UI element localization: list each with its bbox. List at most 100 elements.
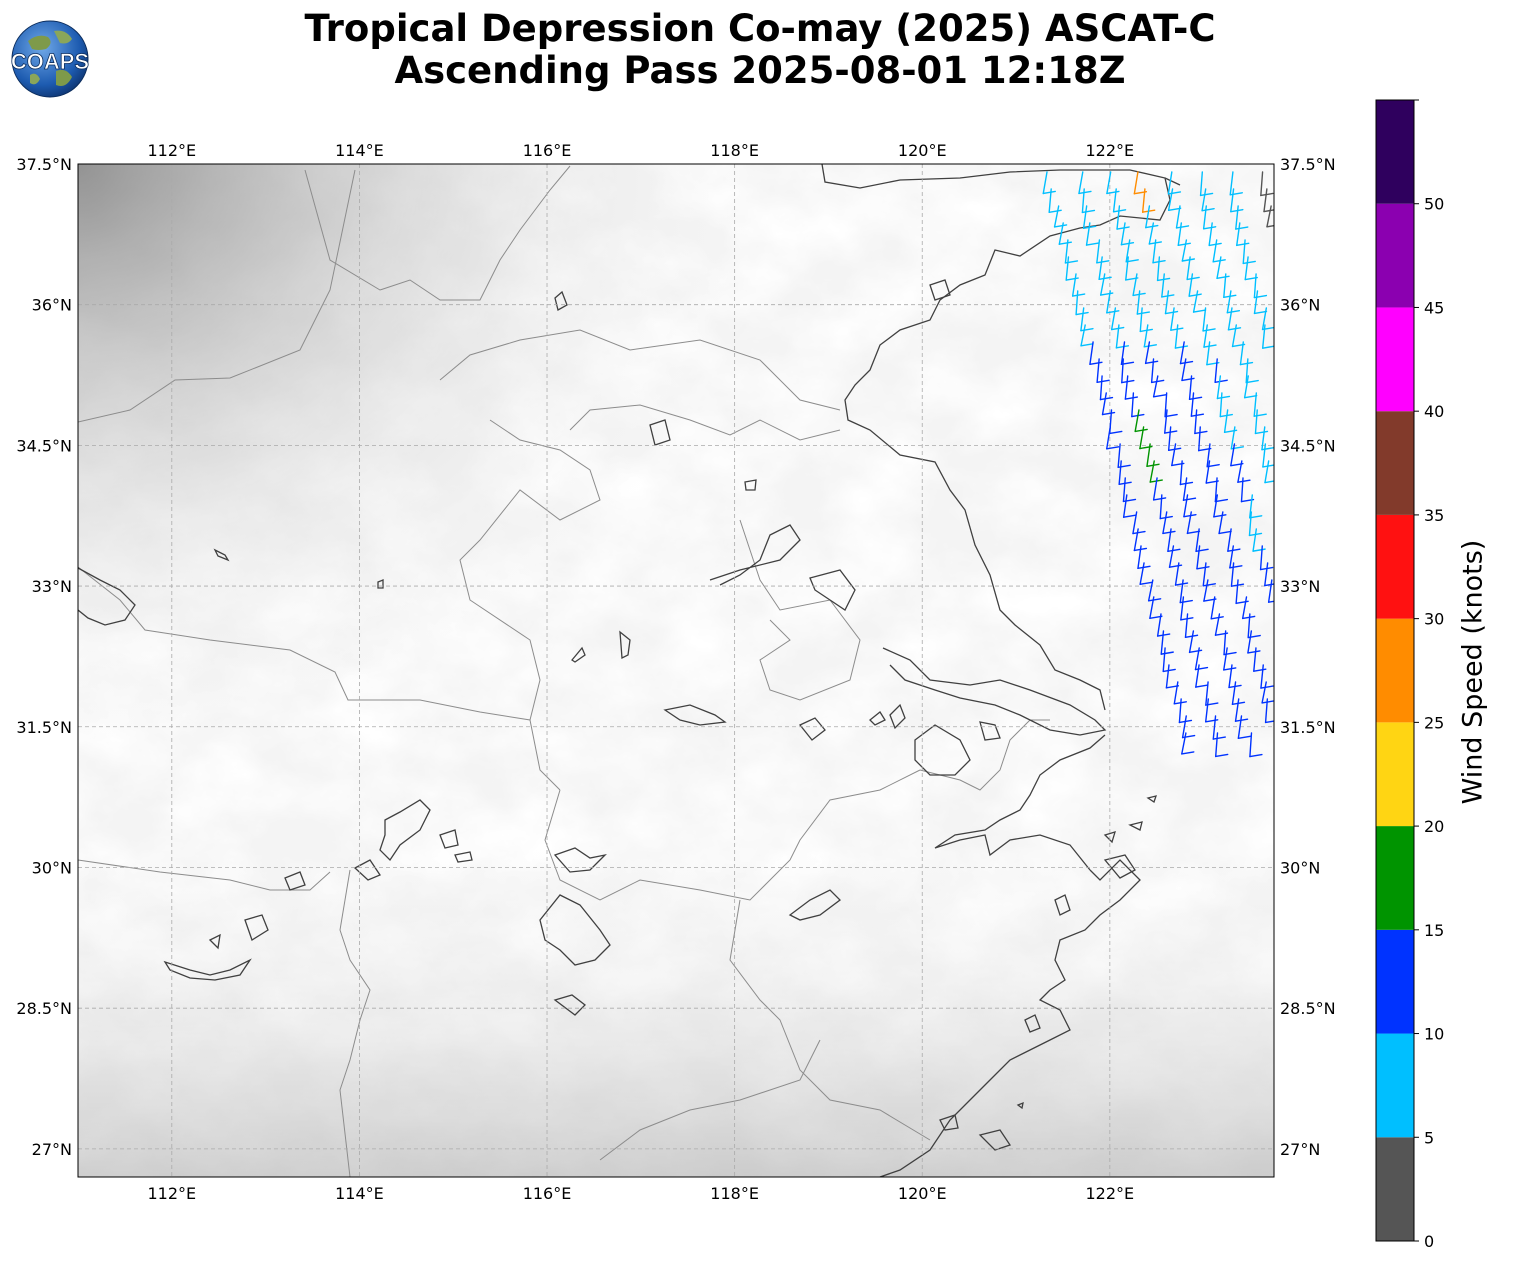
wind-barb-29-0 xyxy=(1165,664,1180,689)
wind-barb-33-2 xyxy=(1249,732,1263,758)
wind-barbs xyxy=(1042,171,1274,758)
wind-barb-10-2 xyxy=(1144,341,1159,365)
lon-tick-bottom-2: 116°E xyxy=(523,1184,572,1203)
lon-tick-bottom-5: 122°E xyxy=(1086,1184,1135,1203)
wind-barb-24-4 xyxy=(1267,579,1274,603)
wind-barb-21-3 xyxy=(1227,528,1241,552)
wind-barb-8-0 xyxy=(1080,307,1094,332)
wind-barb-9-4 xyxy=(1203,324,1217,348)
coastlines xyxy=(78,164,1181,1177)
lat-tick-left-0: 37.5°N xyxy=(16,155,72,174)
wind-barb-11-2 xyxy=(1150,358,1165,384)
colorbar-bin-7 xyxy=(1376,411,1414,515)
lon-tick-bottom-0: 112°E xyxy=(147,1184,196,1203)
wind-barb-25-3 xyxy=(1241,596,1256,620)
wind-barb-2-2 xyxy=(1116,205,1130,230)
wind-barb-2-7 xyxy=(1266,205,1274,228)
colorbar-tick-label-1: 5 xyxy=(1424,1128,1434,1147)
wind-barb-21-1 xyxy=(1167,528,1181,552)
lat-tick-left-7: 27°N xyxy=(32,1140,72,1159)
wind-barb-19-0 xyxy=(1122,494,1137,518)
lat-tick-left-1: 36°N xyxy=(32,296,72,315)
wind-barb-8-5 xyxy=(1227,307,1242,331)
wind-barb-5-5 xyxy=(1216,256,1230,280)
wind-barb-21-4 xyxy=(1252,528,1266,552)
wind-barb-1-4 xyxy=(1167,188,1182,211)
colorbar-bin-1 xyxy=(1376,1033,1414,1138)
wind-barb-32-2 xyxy=(1237,715,1252,739)
wind-barb-7-3 xyxy=(1164,290,1179,315)
wind-barb-13-0 xyxy=(1101,392,1116,416)
lat-tick-right-3: 33°N xyxy=(1280,577,1320,596)
wind-barb-2-6 xyxy=(1235,205,1249,230)
wind-barb-21-2 xyxy=(1195,528,1209,553)
wind-barb-18-2 xyxy=(1182,477,1197,501)
chart-title: Tropical Depression Co-may (2025) ASCAT-… xyxy=(230,8,1290,92)
lon-ticks-top: 112°E 114°E 116°E 118°E 120°E 122°E xyxy=(147,141,1134,160)
wind-barb-13-3 xyxy=(1190,392,1205,417)
wind-barb-2-0 xyxy=(1053,205,1068,228)
wind-barb-2-3 xyxy=(1145,205,1159,229)
wind-barb-7-5 xyxy=(1226,290,1241,314)
wind-barb-11-5 xyxy=(1245,358,1259,384)
wind-barb-0-4 xyxy=(1167,171,1182,195)
wind-barb-25-2 xyxy=(1210,596,1224,620)
wind-barb-32-1 xyxy=(1212,715,1226,740)
wind-barb-20-0 xyxy=(1132,511,1146,535)
province-borders xyxy=(78,165,1050,1177)
wind-barb-22-2 xyxy=(1196,545,1210,570)
wind-barb-18-1 xyxy=(1152,477,1167,501)
wind-barb-0-2 xyxy=(1106,171,1120,195)
wind-barb-11-4 xyxy=(1214,358,1228,383)
title-line-2: Ascending Pass 2025-08-01 12:18Z xyxy=(394,49,1126,92)
lat-tick-left-5: 30°N xyxy=(32,858,72,877)
wind-barb-1-6 xyxy=(1230,188,1244,213)
wind-barb-8-4 xyxy=(1202,307,1216,332)
wind-barb-23-1 xyxy=(1174,562,1189,586)
wind-barb-4-1 xyxy=(1096,239,1110,264)
colorbar-frame xyxy=(1375,99,1415,1242)
colorbar-tick-label-4: 20 xyxy=(1424,817,1444,836)
wind-barb-18-3 xyxy=(1214,477,1229,503)
wind-barb-9-0 xyxy=(1080,324,1094,347)
wind-barb-17-5 xyxy=(1264,460,1274,484)
wind-barb-28-0 xyxy=(1162,647,1176,673)
wind-barb-28-3 xyxy=(1253,647,1267,672)
wind-barb-7-4 xyxy=(1192,290,1207,313)
wind-barb-20-1 xyxy=(1162,511,1176,535)
wind-barb-3-1 xyxy=(1085,222,1100,246)
title-line-1: Tropical Depression Co-may (2025) ASCAT-… xyxy=(304,7,1216,50)
lon-tick-top-5: 122°E xyxy=(1086,141,1135,160)
wind-barb-12-2 xyxy=(1152,375,1167,398)
wind-barb-19-3 xyxy=(1213,494,1227,518)
colorbar: 0 5 10 15 20 25 30 35 40 45 50 xyxy=(1375,99,1444,1251)
wind-barb-3-0 xyxy=(1058,222,1073,245)
map-frame xyxy=(77,163,1275,1178)
wind-barb-10-5 xyxy=(1239,341,1254,366)
wind-barb-22-0 xyxy=(1137,545,1151,570)
wind-barb-9-6 xyxy=(1261,324,1274,349)
wind-barb-7-0 xyxy=(1075,290,1089,316)
wind-barb-27-0 xyxy=(1160,630,1174,655)
lat-tick-left-4: 31.5°N xyxy=(16,718,72,737)
lon-tick-top-3: 118°E xyxy=(710,141,759,160)
wind-barb-3-5 xyxy=(1208,222,1222,247)
wind-barb-12-1 xyxy=(1124,375,1139,400)
wind-barb-7-2 xyxy=(1136,290,1151,315)
wind-barb-4-5 xyxy=(1212,239,1226,263)
wind-barb-12-5 xyxy=(1243,375,1258,399)
wind-barb-17-4 xyxy=(1237,460,1251,483)
colorbar-tick-label-5: 25 xyxy=(1424,713,1444,732)
wind-barb-5-0 xyxy=(1065,256,1079,281)
colorbar-tick-label-3: 15 xyxy=(1424,921,1444,940)
wind-barb-12-0 xyxy=(1099,375,1114,401)
wind-barb-4-6 xyxy=(1242,239,1256,265)
wind-barb-22-3 xyxy=(1229,545,1243,569)
wind-barb-2-4 xyxy=(1175,205,1190,229)
coaps-logo: COAPS xyxy=(10,20,90,98)
wind-barb-4-4 xyxy=(1181,239,1196,262)
wind-barb-20-2 xyxy=(1186,511,1201,535)
wind-barb-10-0 xyxy=(1089,341,1103,365)
lon-tick-bottom-1: 114°E xyxy=(335,1184,384,1203)
